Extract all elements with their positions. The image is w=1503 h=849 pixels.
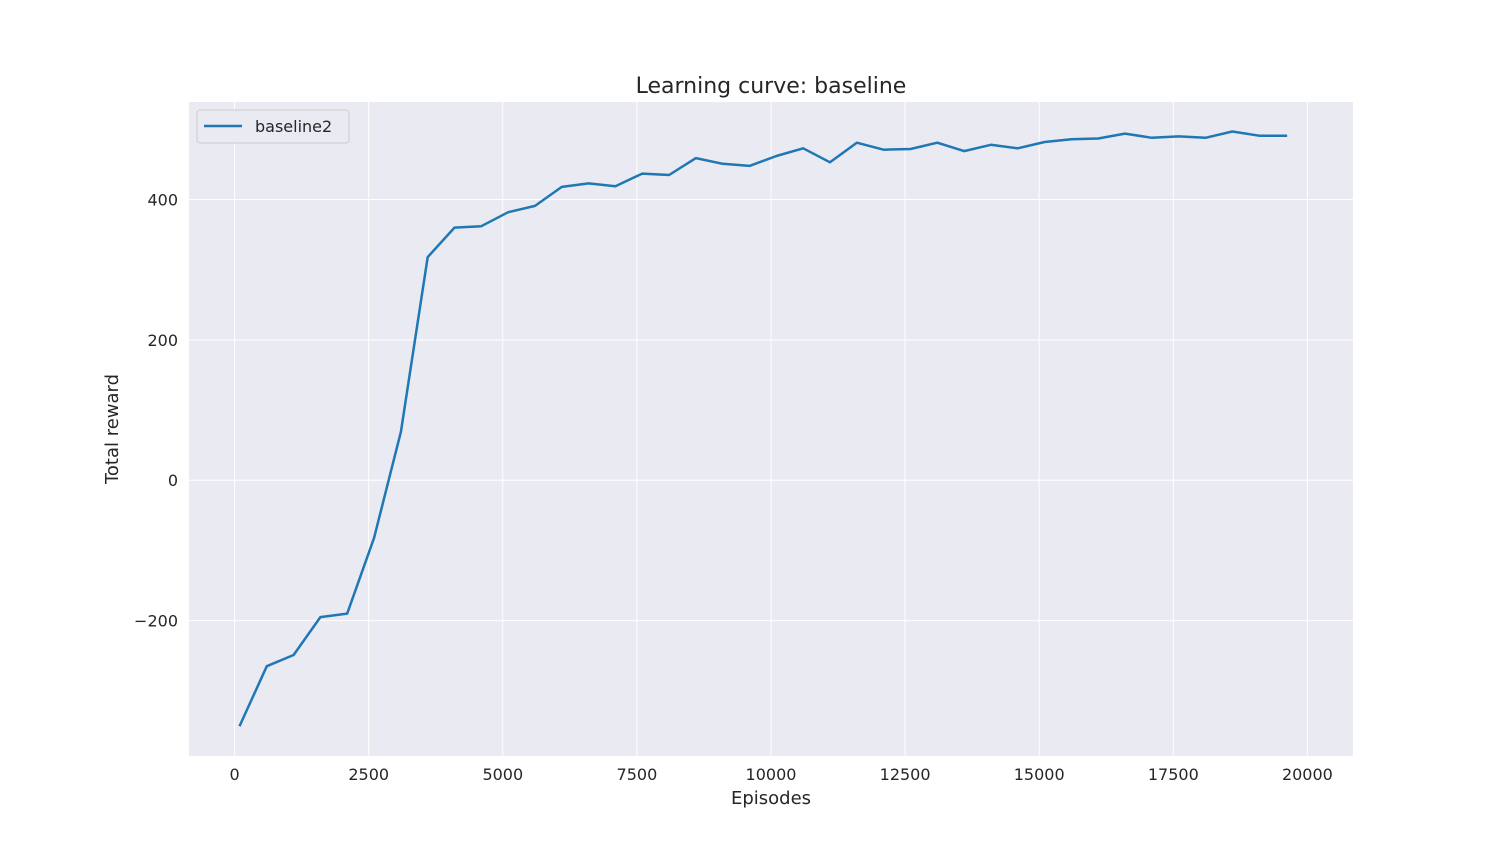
data-point: [344, 611, 350, 617]
data-point: [586, 180, 592, 186]
series-line-baseline2: [238, 130, 1288, 727]
data-point: [827, 159, 833, 165]
data-point: [907, 146, 913, 152]
y-axis-label: Total reward: [102, 374, 123, 485]
data-point: [881, 147, 887, 153]
data-point: [1283, 133, 1289, 139]
data-point: [1149, 135, 1155, 141]
chart-title: Learning curve: baseline: [636, 74, 907, 99]
data-point: [988, 142, 994, 148]
data-point: [747, 163, 753, 169]
data-point: [291, 652, 297, 658]
data-point: [371, 535, 377, 541]
data-point: [1202, 135, 1208, 141]
data-point: [478, 223, 484, 229]
x-tick-label: 10000: [746, 765, 797, 784]
legend[interactable]: baseline2: [196, 109, 350, 144]
x-tick-label: 2500: [348, 765, 389, 784]
data-point: [612, 183, 618, 189]
y-tick-label: 0: [168, 471, 178, 490]
y-tick-label: −200: [134, 612, 178, 631]
x-tick-label: 7500: [617, 765, 658, 784]
data-point: [693, 155, 699, 161]
data-point: [1015, 145, 1021, 151]
y-tick-label: 400: [147, 191, 178, 210]
data-point: [452, 225, 458, 231]
data-point: [559, 184, 565, 190]
data-point: [1229, 128, 1235, 134]
data-point: [1256, 133, 1262, 139]
x-tick-label: 0: [230, 765, 240, 784]
x-tick-label: 20000: [1282, 765, 1333, 784]
grid: [189, 102, 1353, 756]
series-layer: [237, 128, 1289, 728]
data-point: [398, 429, 404, 435]
data-point: [532, 203, 538, 209]
data-point: [1122, 131, 1128, 137]
legend-box: [196, 109, 350, 144]
data-point: [317, 614, 323, 620]
data-point: [961, 148, 967, 154]
data-point: [854, 140, 860, 146]
x-tick-label: 17500: [1148, 765, 1199, 784]
data-point: [1068, 136, 1074, 142]
y-tick-label: 200: [147, 331, 178, 350]
data-point: [505, 209, 511, 215]
x-tick-label: 5000: [482, 765, 523, 784]
data-point: [666, 172, 672, 178]
y-axis-ticks: −200 0 200 400: [134, 191, 178, 631]
x-axis-label: Episodes: [731, 788, 811, 809]
x-tick-label: 12500: [880, 765, 931, 784]
data-point: [1042, 139, 1048, 145]
data-point: [720, 161, 726, 167]
data-point: [1095, 135, 1101, 141]
data-point: [639, 171, 645, 177]
data-point: [773, 153, 779, 159]
legend-label: baseline2: [255, 117, 332, 136]
data-point: [264, 663, 270, 669]
x-tick-label: 15000: [1014, 765, 1065, 784]
data-point: [1176, 133, 1182, 139]
data-point: [425, 254, 431, 260]
x-axis-ticks: 0 2500 5000 7500 10000 12500 15000 17500 20000: [230, 765, 1333, 784]
data-point: [237, 722, 243, 728]
data-point: [800, 145, 806, 151]
data-point: [934, 140, 940, 146]
